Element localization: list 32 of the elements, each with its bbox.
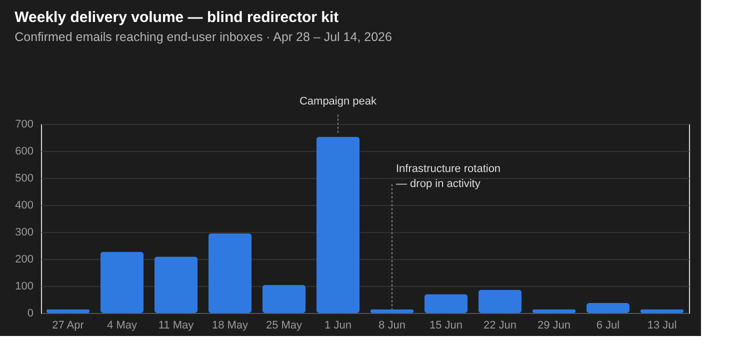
y-tick-label: 400 (15, 200, 34, 212)
y-tick-label: 700 (15, 118, 34, 130)
x-tick-label: 18 May (212, 320, 249, 332)
x-tick-label: 15 Jun (429, 320, 463, 332)
bar (208, 233, 252, 313)
bar (478, 290, 522, 313)
x-tick-label: 4 May (107, 320, 138, 332)
x-tick-label: 22 Jun (483, 320, 517, 332)
x-tick-label: 11 May (158, 320, 194, 332)
y-tick-label: 0 (27, 308, 34, 320)
bar (586, 303, 630, 313)
x-tick-label: 8 Jun (378, 320, 406, 332)
y-tick-label: 200 (15, 254, 34, 266)
y-tick-label: 500 (15, 172, 34, 184)
x-tick-label: 6 Jul (596, 320, 620, 332)
y-tick-label: 600 (15, 146, 34, 158)
annotation: Infrastructure rotation — drop in activity (396, 163, 501, 190)
y-tick-label: 300 (15, 226, 34, 238)
bar (424, 294, 468, 313)
y-tick-label: 100 (15, 280, 34, 292)
x-tick-label: 1 Jun (324, 320, 352, 332)
chart-title: Weekly delivery volume — blind redirector kit (14, 9, 339, 26)
chart-subtitle: Confirmed emails reaching end-user inboxes · Apr 28 – Jul 14, 2026 (14, 30, 392, 44)
x-tick-label: 25 May (266, 320, 303, 332)
x-tick-label: 27 Apr (52, 320, 84, 332)
bar (154, 256, 198, 313)
annotation: Campaign peak (299, 96, 378, 108)
x-tick-label: 13 Jul (647, 320, 677, 332)
bar (316, 136, 360, 313)
bar (262, 284, 306, 313)
x-tick-label: 29 Jun (537, 320, 571, 332)
bar (100, 252, 144, 313)
